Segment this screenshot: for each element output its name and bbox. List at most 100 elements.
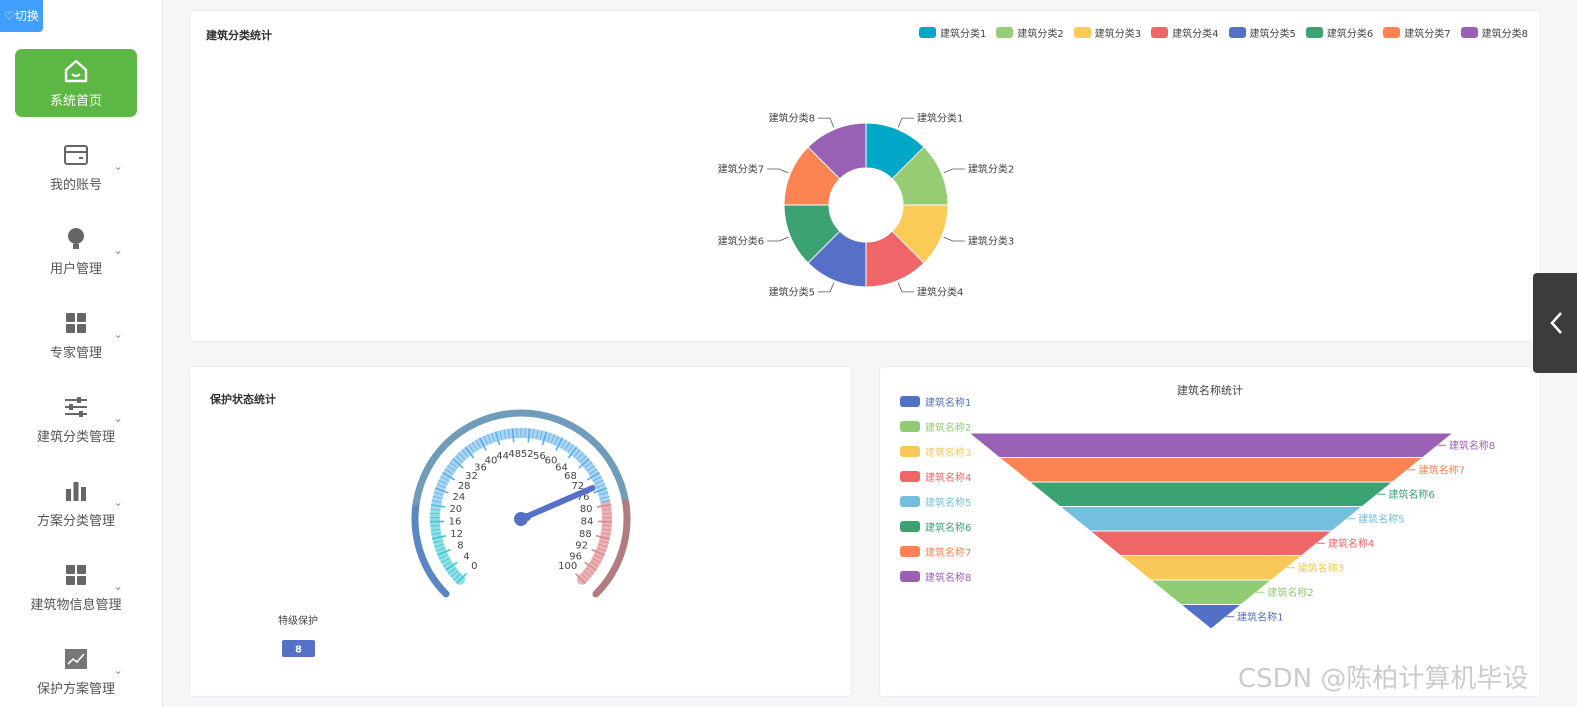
gauge-tick — [441, 558, 450, 564]
legend-item[interactable]: 建筑分类2 — [996, 25, 1064, 40]
funnel-label: 建筑名称7 — [1419, 463, 1465, 476]
gauge-tick — [602, 528, 612, 531]
building-category-card: 建筑分类统计 建筑分类1 建筑分类2 建筑分类3 建筑分类4 建筑分类5 建筑分类6 建筑分… — [189, 10, 1541, 342]
legend-item[interactable]: 建筑名称1 — [900, 389, 971, 414]
gauge-tick — [567, 444, 574, 453]
sidebar-item-protection-plan[interactable]: 保护方案管理 ⌄ — [15, 637, 137, 705]
legend-item[interactable]: 建筑名称5 — [900, 489, 971, 514]
pie-label: 建筑分类3 — [968, 234, 1014, 247]
gauge-tick — [599, 491, 609, 496]
gauge-tick — [438, 479, 447, 485]
gauge-tick — [598, 543, 608, 548]
legend-label: 建筑名称3 — [925, 448, 972, 459]
gauge-tick — [445, 561, 458, 571]
bar-chart-icon — [66, 482, 86, 501]
gauge-tick — [597, 547, 607, 552]
gauge-tick-label: 84 — [581, 517, 594, 528]
sidebar-item-users[interactable]: 用户管理 ⌄ — [15, 217, 137, 285]
sidebar-item-building-category[interactable]: 建筑分类管理 ⌄ — [15, 385, 137, 453]
legend-item[interactable]: 建筑分类7 — [1383, 25, 1451, 40]
funnel-segment[interactable] — [1149, 579, 1273, 605]
gauge-tick — [478, 437, 487, 451]
gauge-tick — [593, 487, 607, 494]
gauge-tick — [494, 431, 501, 446]
funnel-label: 建筑名称8 — [1449, 439, 1495, 452]
legend-item[interactable]: 建筑分类6 — [1305, 25, 1373, 40]
gauge-tick-label: 100 — [558, 561, 577, 572]
gauge-tick — [586, 471, 600, 481]
gauge-tick — [550, 434, 555, 443]
sidebar-item-home[interactable]: 系统首页 — [15, 49, 137, 117]
sidebar-item-account[interactable]: 我的账号 ⌄ — [15, 133, 137, 201]
funnel-segment[interactable] — [997, 457, 1425, 483]
funnel-segment[interactable] — [1088, 530, 1334, 556]
pie-slice[interactable] — [807, 122, 867, 180]
pie-legend: 建筑分类1 建筑分类2 建筑分类3 建筑分类4 建筑分类5 建筑分类6 建筑分类7 建筑分类8 — [919, 25, 1528, 40]
legend-item[interactable]: 建筑名称7 — [900, 539, 971, 564]
gauge-tick — [447, 465, 455, 472]
sidebar-item-experts[interactable]: 专家管理 ⌄ — [15, 301, 137, 369]
legend-swatch — [1460, 27, 1478, 38]
legend-item[interactable]: 建筑名称3 — [900, 439, 971, 464]
legend-item[interactable]: 建筑分类3 — [1073, 25, 1141, 40]
funnel-segment[interactable] — [1058, 506, 1364, 532]
funnel-legend: 建筑名称1 建筑名称2 建筑名称3 建筑名称4 建筑名称5 建筑名称6 建筑名称7 建筑名称8 — [900, 389, 971, 589]
gauge-tick — [584, 561, 597, 571]
legend-item[interactable]: 建筑分类5 — [1228, 25, 1296, 40]
gauge-tick — [430, 525, 440, 527]
gauge-tick — [595, 535, 610, 540]
legend-item[interactable]: 建筑名称8 — [900, 564, 971, 589]
switch-button[interactable]: ♡切换 — [0, 0, 43, 32]
gauge-tick — [564, 441, 571, 450]
legend-label: 建筑分类1 — [940, 29, 987, 40]
legend-item[interactable]: 建筑分类4 — [1151, 25, 1219, 40]
gauge-tick-label: 68 — [564, 471, 577, 482]
legend-swatch — [900, 496, 920, 507]
gauge-tick — [589, 468, 598, 475]
gauge-tick — [464, 446, 475, 459]
legend-item[interactable]: 建筑分类8 — [1460, 25, 1528, 40]
funnel-label: 建筑名称1 — [1237, 610, 1283, 623]
gauge-tick-label: 96 — [569, 552, 582, 563]
gauge-tick-label: 44 — [496, 451, 509, 462]
funnel-label: 建筑名称5 — [1358, 512, 1404, 525]
funnel-label: 建筑名称2 — [1267, 586, 1313, 599]
sidebar-item-building-info[interactable]: 建筑物信息管理 ⌄ — [15, 553, 137, 621]
legend-label: 建筑分类4 — [1172, 29, 1219, 40]
protection-status-card: 保护状态统计 0 4 8 12 16 20 24 28 32 36 40 44 48 52 56 60 64 68… — [189, 366, 852, 697]
gauge-tick — [596, 483, 606, 488]
gauge-tick-label: 0 — [471, 561, 477, 572]
gauge-tick — [471, 441, 478, 450]
legend-item[interactable]: 建筑名称2 — [900, 414, 971, 439]
sidebar-item-label: 专家管理 — [49, 346, 102, 361]
gauge-tick — [567, 446, 578, 459]
collapse-panel-tab[interactable] — [1533, 273, 1577, 373]
gauge-tick — [491, 432, 495, 442]
pie-label: 建筑分类4 — [917, 285, 963, 298]
funnel-segment[interactable] — [1028, 481, 1394, 507]
gauge-tick — [435, 547, 445, 552]
gauge-tick — [503, 429, 507, 439]
legend-item[interactable]: 建筑名称4 — [900, 464, 971, 489]
gauge-tick-label: 88 — [579, 529, 592, 540]
funnel-segment[interactable] — [967, 432, 1455, 458]
gauge-tick-label: 28 — [458, 481, 471, 492]
legend-item[interactable]: 建筑名称6 — [900, 514, 971, 539]
gauge-tick — [440, 476, 449, 481]
gauge-tick — [574, 572, 586, 584]
chevron-down-icon: ⌄ — [112, 411, 123, 425]
gauge-tick — [600, 495, 610, 499]
gauge-tick — [432, 495, 442, 499]
gauge-tick-label: 72 — [571, 481, 584, 492]
sidebar-item-plan-category[interactable]: 方案分类管理 ⌄ — [15, 469, 137, 537]
gauge-value: 8 — [295, 645, 302, 656]
gauge-tick — [443, 561, 452, 567]
gauge-tick — [587, 465, 595, 472]
gauge-tick-label: 4 — [463, 552, 469, 563]
gauge-tick — [561, 439, 567, 448]
sidebar: ♡切换 系统首页 我的账号 ⌄ 用户管理 ⌄ 专家管理 ⌄ 建筑分类管理 ⌄ 方… — [0, 0, 163, 707]
funnel-segment[interactable] — [1118, 555, 1304, 581]
legend-item[interactable]: 建筑分类1 — [919, 25, 986, 40]
gauge-tick — [468, 444, 475, 453]
